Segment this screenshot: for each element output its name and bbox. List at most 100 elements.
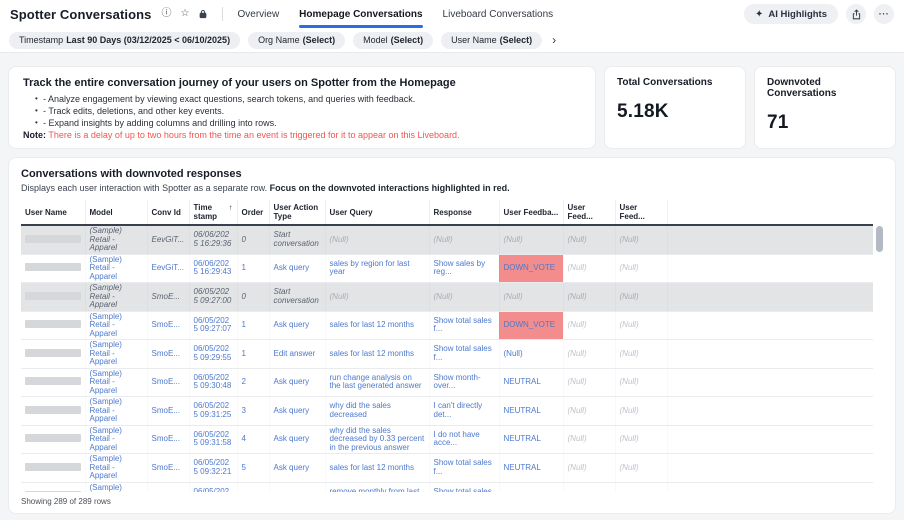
cell-conv-id[interactable]: SmoE... bbox=[147, 368, 189, 397]
cell-feedback-2[interactable]: (Null) bbox=[563, 454, 615, 483]
table-row[interactable]: (Sample) Retail - ApparelSmoE...06/05/20… bbox=[21, 482, 873, 492]
scrollbar-thumb[interactable] bbox=[876, 226, 883, 252]
cell-model[interactable]: (Sample) Retail - Apparel bbox=[85, 482, 147, 492]
cell-timestamp[interactable]: 06/05/2025 09:30:48 bbox=[189, 368, 237, 397]
sort-ascending-icon[interactable]: ↑ bbox=[229, 203, 233, 212]
cell-timestamp[interactable]: 06/05/2025 09:27:00 bbox=[189, 283, 237, 312]
cell-model[interactable]: (Sample) Retail - Apparel bbox=[85, 454, 147, 483]
cell-action[interactable]: Edit answer bbox=[269, 340, 325, 369]
cell-conv-id[interactable]: SmoE... bbox=[147, 397, 189, 426]
cell-timestamp[interactable]: 06/05/2025 09:27:07 bbox=[189, 311, 237, 340]
column-header-conv-id[interactable]: Conv Id bbox=[147, 200, 189, 225]
cell-feedback[interactable]: NEUTRAL bbox=[499, 425, 563, 454]
cell-action[interactable]: Ask query bbox=[269, 397, 325, 426]
column-header-time-stamp[interactable]: Time stamp↑ bbox=[189, 200, 237, 225]
info-icon[interactable]: ⓘ bbox=[162, 9, 172, 19]
cell-order[interactable]: 0 bbox=[237, 283, 269, 312]
cell-order[interactable]: 1 bbox=[237, 311, 269, 340]
cell-user-name[interactable] bbox=[21, 425, 85, 454]
cell-action[interactable]: Ask query bbox=[269, 254, 325, 283]
cell-action[interactable]: Ask query bbox=[269, 425, 325, 454]
table-row[interactable]: (Sample) Retail - ApparelSmoE...06/05/20… bbox=[21, 311, 873, 340]
cell-action[interactable]: Start conversation bbox=[269, 283, 325, 312]
cell-conv-id[interactable]: SmoE... bbox=[147, 340, 189, 369]
cell-feedback-3[interactable]: (Null) bbox=[615, 454, 667, 483]
cell-conv-id[interactable]: EevGiT... bbox=[147, 254, 189, 283]
filter-pill-model[interactable]: Model (Select) bbox=[353, 32, 433, 49]
cell-action[interactable]: Ask query bbox=[269, 482, 325, 492]
cell-response[interactable]: I do not have acce... bbox=[429, 425, 499, 454]
cell-model[interactable]: (Sample) Retail - Apparel bbox=[85, 283, 147, 312]
table-row[interactable]: (Sample) Retail - ApparelSmoE...06/05/20… bbox=[21, 454, 873, 483]
cell-feedback-3[interactable]: (Null) bbox=[615, 340, 667, 369]
cell-query[interactable]: remove monthly from last generated query bbox=[325, 482, 429, 492]
cell-user-name[interactable] bbox=[21, 254, 85, 283]
ai-highlights-button[interactable]: ✦ AI Highlights bbox=[744, 4, 838, 24]
tab-overview[interactable]: Overview bbox=[237, 0, 279, 28]
cell-response[interactable]: Show total sales f... bbox=[429, 340, 499, 369]
cell-order[interactable]: 1 bbox=[237, 340, 269, 369]
cell-feedback-3[interactable]: (Null) bbox=[615, 368, 667, 397]
cell-order[interactable]: 3 bbox=[237, 397, 269, 426]
cell-model[interactable]: (Sample) Retail - Apparel bbox=[85, 397, 147, 426]
cell-feedback-3[interactable]: (Null) bbox=[615, 225, 667, 254]
cell-query[interactable]: sales for last 12 months bbox=[325, 454, 429, 483]
cell-user-name[interactable] bbox=[21, 482, 85, 492]
cell-feedback-3[interactable]: (Null) bbox=[615, 254, 667, 283]
cell-order[interactable]: 5 bbox=[237, 454, 269, 483]
cell-model[interactable]: (Sample) Retail - Apparel bbox=[85, 254, 147, 283]
cell-action[interactable]: Start conversation bbox=[269, 225, 325, 254]
column-header-user-action-type[interactable]: User Action Type bbox=[269, 200, 325, 225]
cell-query[interactable]: sales for last 12 months bbox=[325, 340, 429, 369]
table-row[interactable]: (Sample) Retail - ApparelSmoE...06/05/20… bbox=[21, 397, 873, 426]
share-button[interactable] bbox=[846, 4, 866, 24]
cell-feedback[interactable]: NEUTRAL bbox=[499, 368, 563, 397]
cell-action[interactable]: Ask query bbox=[269, 311, 325, 340]
filter-pill-user-name[interactable]: User Name (Select) bbox=[441, 32, 542, 49]
cell-feedback-2[interactable]: (Null) bbox=[563, 482, 615, 492]
filter-pill-timestamp[interactable]: Timestamp Last 90 Days (03/12/2025 < 06/… bbox=[9, 32, 240, 49]
column-header-user-name[interactable]: User Name bbox=[21, 200, 85, 225]
cell-feedback[interactable]: DOWN_VOTE bbox=[499, 311, 563, 340]
cell-user-name[interactable] bbox=[21, 454, 85, 483]
cell-query[interactable]: sales for last 12 months bbox=[325, 311, 429, 340]
cell-feedback-2[interactable]: (Null) bbox=[563, 311, 615, 340]
cell-action[interactable]: Ask query bbox=[269, 454, 325, 483]
cell-query[interactable]: run change analysis on the last generate… bbox=[325, 368, 429, 397]
cell-feedback[interactable]: NEUTRAL bbox=[499, 482, 563, 492]
cell-order[interactable]: 0 bbox=[237, 225, 269, 254]
column-header-user-feed[interactable]: User Feed... bbox=[563, 200, 615, 225]
table-row[interactable]: (Sample) Retail - ApparelEevGiT...06/06/… bbox=[21, 254, 873, 283]
cell-user-name[interactable] bbox=[21, 397, 85, 426]
column-header-model[interactable]: Model bbox=[85, 200, 147, 225]
cell-feedback[interactable]: NEUTRAL bbox=[499, 454, 563, 483]
cell-query[interactable]: why did the sales decreased bbox=[325, 397, 429, 426]
cell-user-name[interactable] bbox=[21, 283, 85, 312]
lock-icon[interactable] bbox=[198, 9, 208, 19]
column-header-user-query[interactable]: User Query bbox=[325, 200, 429, 225]
cell-feedback[interactable]: (Null) bbox=[499, 283, 563, 312]
cell-order[interactable]: 1 bbox=[237, 254, 269, 283]
more-menu-button[interactable]: ··· bbox=[874, 4, 894, 24]
tab-liveboard-conversations[interactable]: Liveboard Conversations bbox=[443, 0, 554, 28]
cell-feedback-3[interactable]: (Null) bbox=[615, 482, 667, 492]
cell-timestamp[interactable]: 06/05/2025 09:31:58 bbox=[189, 425, 237, 454]
cell-feedback-3[interactable]: (Null) bbox=[615, 311, 667, 340]
column-header-order[interactable]: Order bbox=[237, 200, 269, 225]
cell-model[interactable]: (Sample) Retail - Apparel bbox=[85, 311, 147, 340]
cell-response[interactable]: Show month-over... bbox=[429, 368, 499, 397]
cell-query[interactable]: (Null) bbox=[325, 225, 429, 254]
cell-conv-id[interactable]: SmoE... bbox=[147, 311, 189, 340]
filter-overflow-chevron-icon[interactable]: › bbox=[550, 34, 558, 46]
cell-feedback[interactable]: DOWN_VOTE bbox=[499, 254, 563, 283]
cell-timestamp[interactable]: 06/05/2025 09:29:55 bbox=[189, 340, 237, 369]
table-row[interactable]: (Sample) Retail - ApparelSmoE...06/05/20… bbox=[21, 368, 873, 397]
cell-query[interactable]: sales by region for last year bbox=[325, 254, 429, 283]
cell-feedback[interactable]: NEUTRAL bbox=[499, 397, 563, 426]
cell-feedback-2[interactable]: (Null) bbox=[563, 340, 615, 369]
column-header-user-feedba[interactable]: User Feedba... bbox=[499, 200, 563, 225]
cell-timestamp[interactable]: 06/06/2025 16:29:36 bbox=[189, 225, 237, 254]
cell-response[interactable]: Show total sales f... bbox=[429, 454, 499, 483]
table-row[interactable]: (Sample) Retail - ApparelSmoE...06/05/20… bbox=[21, 283, 873, 312]
cell-timestamp[interactable]: 06/05/2025 09:31:25 bbox=[189, 397, 237, 426]
